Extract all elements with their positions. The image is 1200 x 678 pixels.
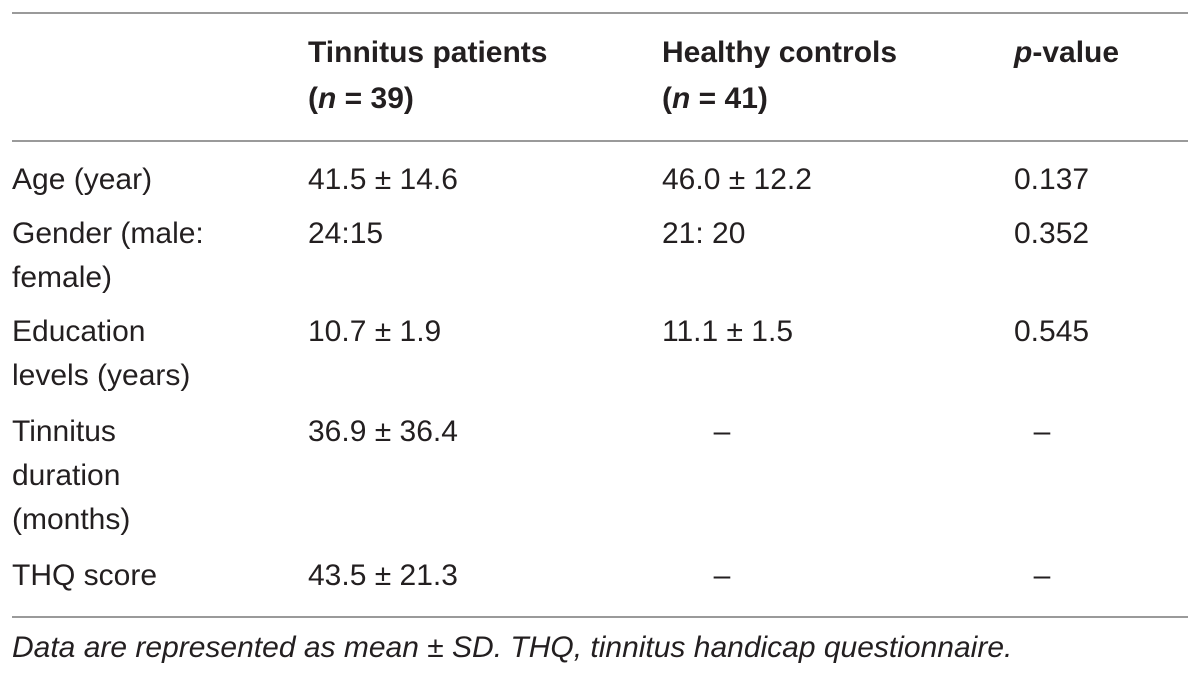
header-healthy-controls: Healthy controls (n = 41)	[662, 30, 1002, 122]
row-gender-patients: 24:15	[308, 217, 384, 250]
row-gender-p: 0.352	[1014, 217, 1090, 250]
header-p-italic: p	[1014, 36, 1033, 69]
row-education-patients: 10.7 ± 1.9	[308, 315, 442, 348]
header-p-rest: -value	[1032, 36, 1120, 69]
row-label-age: Age (year)	[12, 163, 153, 196]
row-label-gender: Gender (male: female)	[12, 217, 204, 294]
row-education-p: 0.545	[1014, 315, 1090, 348]
header-tinnitus-patients-text: Tinnitus patients (n = 39)	[308, 36, 548, 115]
row-education-controls: 11.1 ± 1.5	[662, 315, 794, 348]
row-duration-controls: –	[713, 415, 731, 448]
row-thq-controls: –	[713, 559, 731, 592]
header-tinnitus-patients: Tinnitus patients (n = 39)	[308, 30, 648, 122]
table-top-rule	[12, 12, 1188, 14]
row-label-tinnitus-duration: Tinnitus duration (months)	[12, 415, 131, 536]
row-label-education: Education levels (years)	[12, 315, 191, 392]
row-age-controls: 46.0 ± 12.2	[662, 163, 812, 196]
row-label-thq-score: THQ score	[12, 559, 158, 592]
row-age-patients: 41.5 ± 14.6	[308, 163, 458, 196]
header-healthy-controls-text: Healthy controls (n = 41)	[662, 36, 898, 115]
row-gender-controls: 21: 20	[662, 217, 746, 250]
table-footnote: Data are represented as mean ± SD. THQ, …	[12, 631, 1013, 664]
header-p-value: p-value	[1014, 30, 1184, 76]
row-duration-patients: 36.9 ± 36.4	[308, 415, 458, 448]
row-thq-p: –	[1033, 559, 1051, 592]
table-bottom-rule	[12, 616, 1188, 618]
row-thq-patients: 43.5 ± 21.3	[308, 559, 458, 592]
header-divider-rule	[12, 140, 1188, 142]
row-duration-p: –	[1033, 415, 1051, 448]
row-age-p: 0.137	[1014, 163, 1090, 196]
